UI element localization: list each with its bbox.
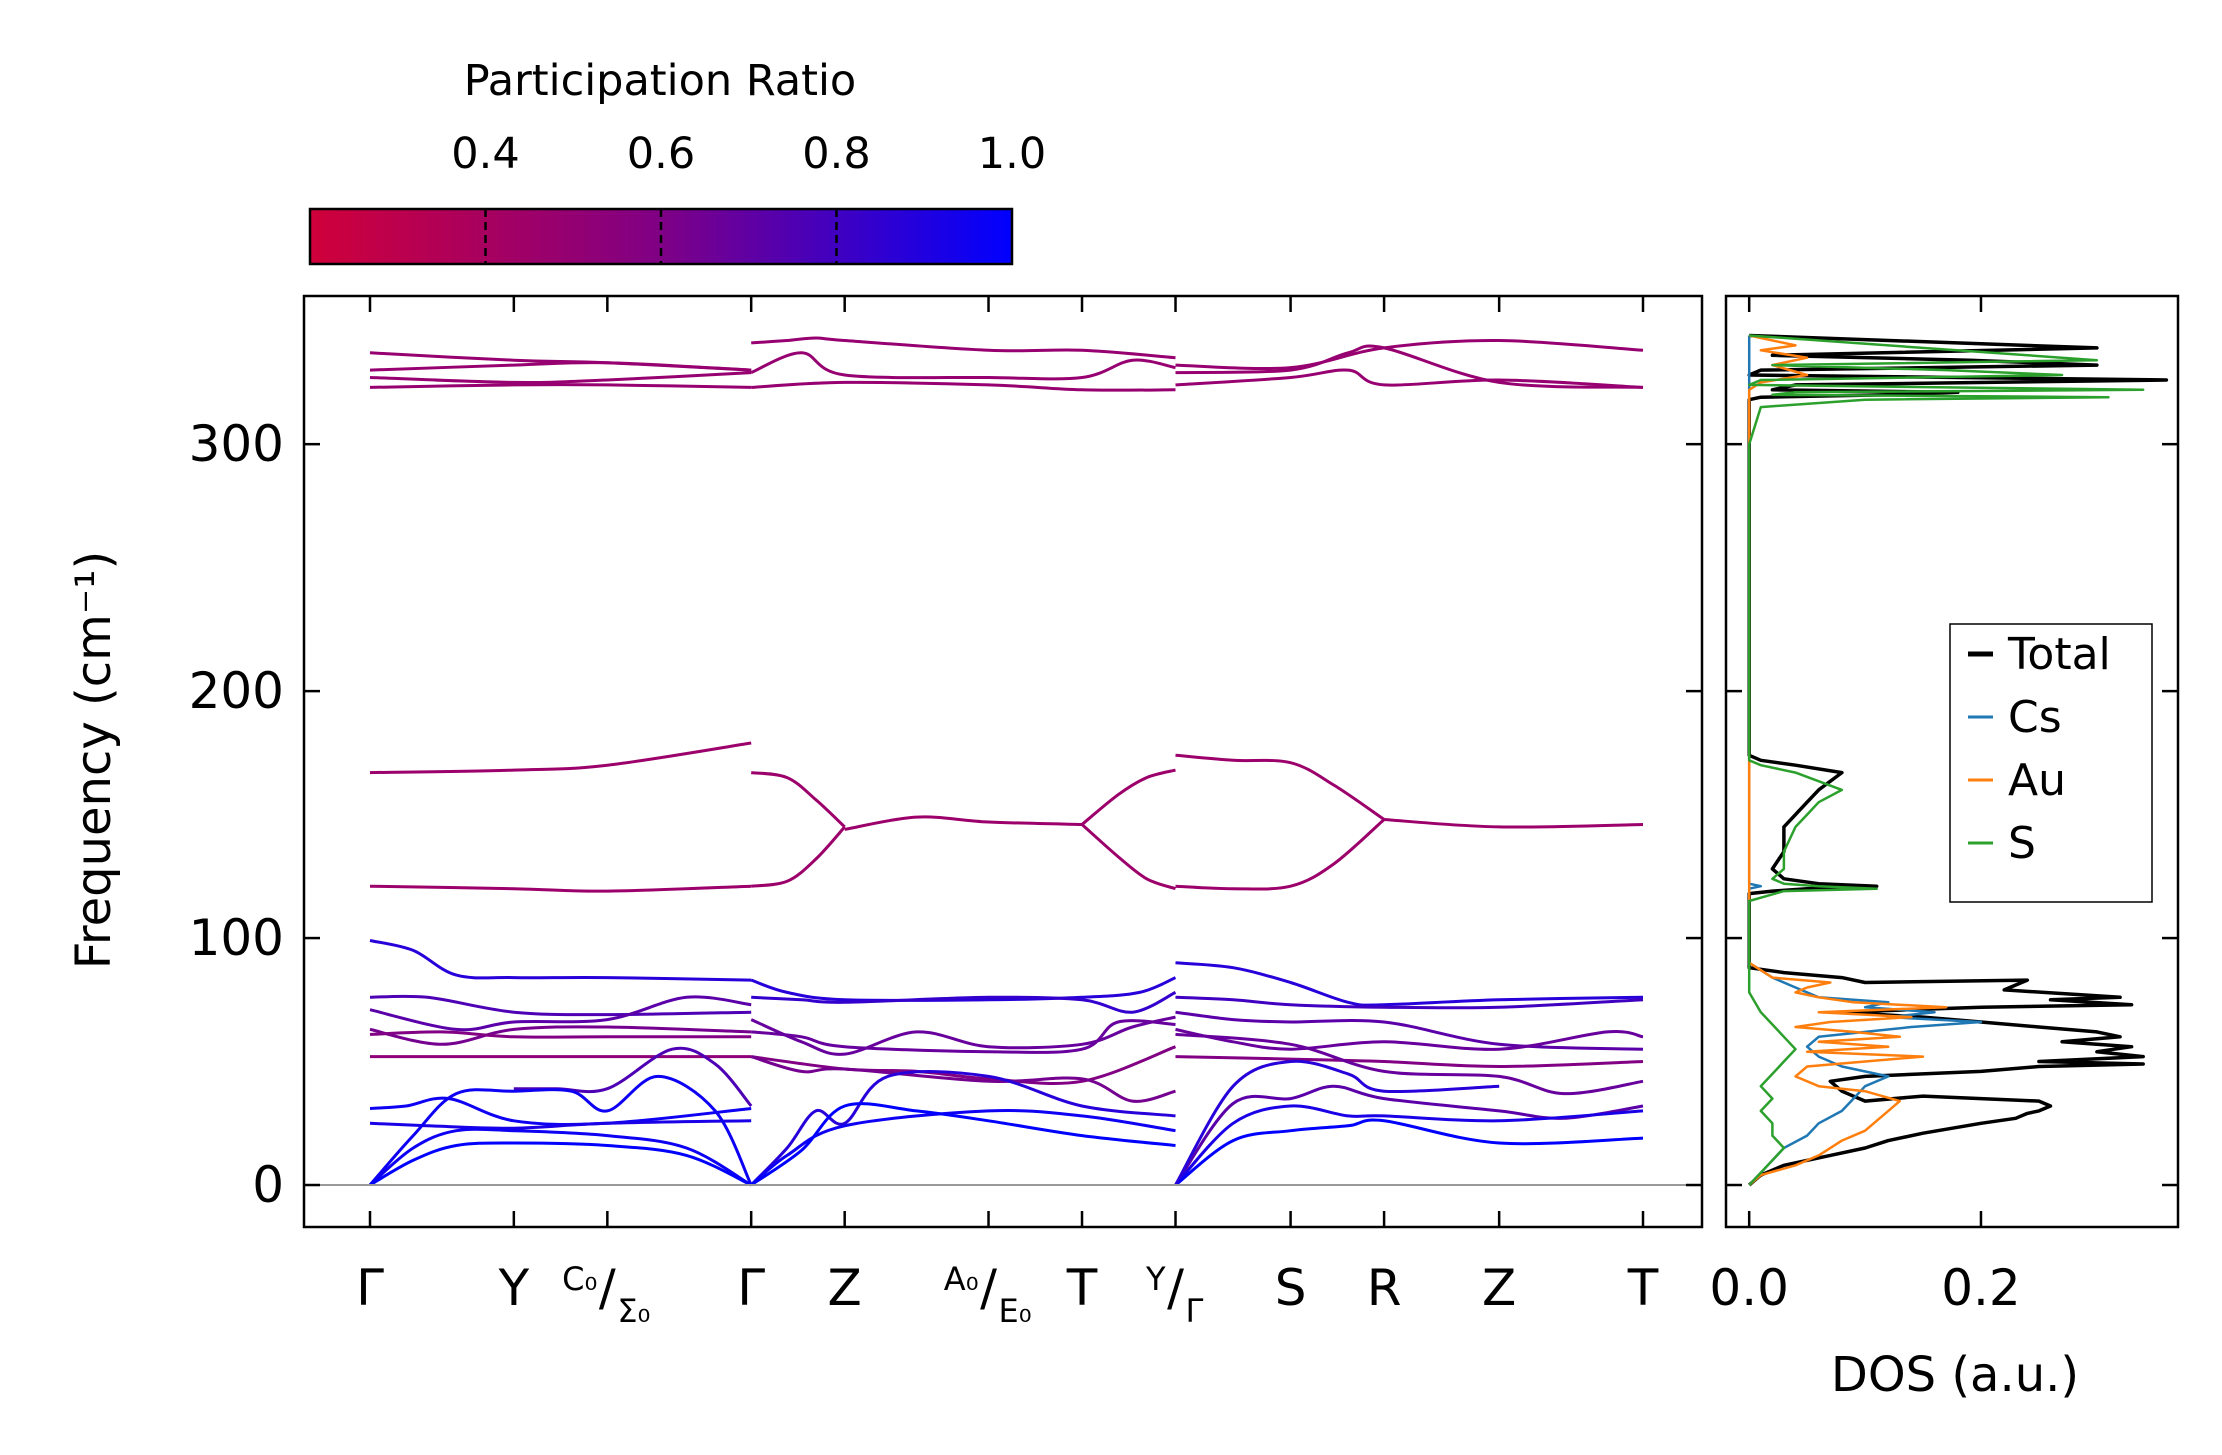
band-line xyxy=(750,1102,1176,1187)
band-line xyxy=(369,1096,752,1126)
band-line xyxy=(1175,344,1644,389)
band-line xyxy=(1383,818,1644,829)
band-line xyxy=(369,1025,752,1046)
y-tick-label: 300 xyxy=(189,415,284,473)
band-line xyxy=(751,771,846,828)
dos-lines xyxy=(1747,333,2169,1187)
band-line xyxy=(369,361,752,372)
dos-line-cs xyxy=(1747,335,1983,1186)
colorbar-ticks: 0.4 0.6 0.8 1.0 xyxy=(451,129,1046,264)
band-line xyxy=(1081,768,1176,826)
x-tick-label-top: A₀ xyxy=(944,1260,979,1298)
x-tick-label-slash: / xyxy=(599,1259,616,1317)
legend-label-s: S xyxy=(2008,818,2036,869)
band-line xyxy=(1175,1032,1644,1096)
band-line xyxy=(369,1119,752,1130)
y-tick-label: 200 xyxy=(189,662,284,720)
band-line xyxy=(751,991,1177,1014)
y-axis-label: Frequency (cm⁻¹) xyxy=(66,551,122,969)
dos-panel: 0.0 0.2 DOS (a.u.) Total Cs Au S xyxy=(1709,294,2180,1403)
colorbar: Participation Ratio 0.4 0.6 0.8 1.0 xyxy=(308,56,1046,266)
colorbar-tick-label: 0.6 xyxy=(627,129,695,179)
x-axis-label-dos: DOS (a.u.) xyxy=(1831,1347,2079,1403)
band-line xyxy=(750,976,1177,1002)
x-tick-label-bottom: Γ xyxy=(1186,1292,1204,1330)
x-tick-label: Z xyxy=(828,1259,862,1317)
legend-label-total: Total xyxy=(2007,629,2111,680)
x-tick-label: S xyxy=(1275,1259,1307,1317)
dos-x-tick-label: 0.0 xyxy=(1709,1259,1789,1317)
colorbar-label: Participation Ratio xyxy=(464,56,857,106)
band-line xyxy=(751,336,1176,360)
band-line xyxy=(369,939,752,982)
band-line xyxy=(369,994,752,1017)
band-line xyxy=(1175,368,1644,389)
x-tick-label-top: C₀ xyxy=(562,1260,597,1298)
x-tick-label: Γ xyxy=(737,1259,765,1317)
band-line xyxy=(1174,1118,1644,1187)
band-line xyxy=(1175,995,1644,1010)
band-line xyxy=(751,825,846,888)
band-line xyxy=(1175,753,1385,821)
colorbar-tick-label: 0.8 xyxy=(802,129,870,179)
y-tick-label: 0 xyxy=(252,1156,284,1214)
band-lines xyxy=(368,336,1644,1187)
x-tick-label: R xyxy=(1367,1259,1402,1317)
band-line xyxy=(750,1015,1176,1056)
band-line xyxy=(369,995,752,1032)
x-tick-label: Γ xyxy=(356,1259,384,1317)
x-tick-label-slash: / xyxy=(980,1259,997,1317)
band-line xyxy=(750,1055,1176,1103)
band-line xyxy=(844,815,1083,831)
band-plot-frame xyxy=(302,294,1704,1229)
band-line xyxy=(369,884,752,893)
x-tick-label: T xyxy=(1627,1259,1659,1317)
band-line xyxy=(1081,823,1177,891)
band-line xyxy=(1175,961,1644,1007)
band-line xyxy=(369,1127,752,1187)
x-tick-label-top: Y xyxy=(1145,1260,1166,1298)
band-line xyxy=(1175,818,1386,891)
band-line xyxy=(1175,1027,1644,1051)
band-line xyxy=(751,380,1176,392)
band-line xyxy=(1175,338,1644,370)
band-line xyxy=(369,1141,752,1187)
dos-line-au xyxy=(1747,334,1948,1186)
band-line xyxy=(1174,1059,1500,1186)
colorbar-tick-label: 0.4 xyxy=(451,129,519,179)
legend-label-au: Au xyxy=(2008,755,2066,806)
band-line xyxy=(1175,1055,1644,1068)
band-line xyxy=(1175,1010,1644,1051)
x-tick-label-bottom: Σ₀ xyxy=(617,1292,650,1330)
band-line xyxy=(369,1030,752,1039)
dos-x-tick-label: 0.2 xyxy=(1941,1259,2021,1317)
band-line xyxy=(750,1070,1176,1187)
colorbar-tick-label: 1.0 xyxy=(978,129,1046,179)
x-tick-label: Y xyxy=(498,1259,530,1317)
band-line xyxy=(369,383,752,389)
x-tick-label: Z xyxy=(1482,1259,1516,1317)
legend: Total Cs Au S xyxy=(1949,623,2153,903)
dos-axes: 0.0 0.2 xyxy=(1709,296,2178,1317)
band-line xyxy=(1174,1104,1644,1187)
x-tick-label-bottom: E₀ xyxy=(999,1292,1032,1330)
x-tick-label-slash: / xyxy=(1167,1259,1184,1317)
dos-line-s xyxy=(1747,334,2145,1186)
legend-label-cs: Cs xyxy=(2008,692,2062,743)
band-line xyxy=(750,351,1176,381)
legend-box xyxy=(1949,623,2153,903)
band-line xyxy=(369,371,752,384)
band-line xyxy=(369,741,752,775)
x-tick-label: T xyxy=(1066,1259,1098,1317)
band-line xyxy=(750,1108,1176,1187)
y-tick-label: 100 xyxy=(189,909,284,967)
band-line xyxy=(368,1074,753,1186)
band-line xyxy=(751,1019,1176,1054)
dos-plot-frame xyxy=(1724,294,2180,1229)
